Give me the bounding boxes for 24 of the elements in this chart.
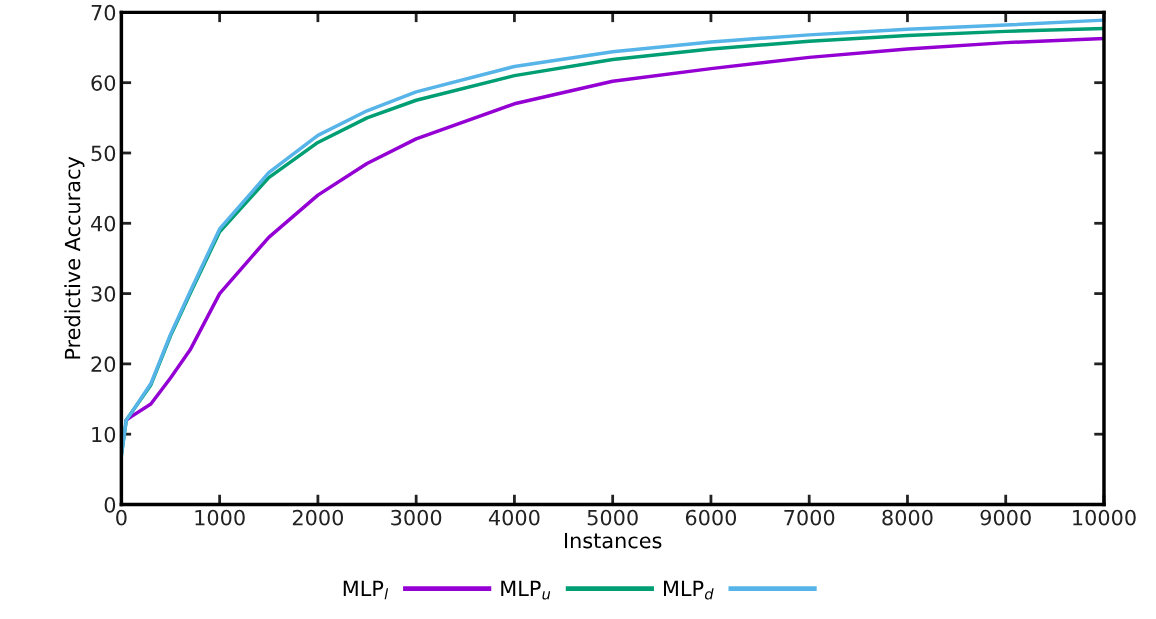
y-tick-label: 20 xyxy=(91,356,116,373)
x-tick-label: 0 xyxy=(116,509,127,526)
y-tick-label: 40 xyxy=(91,215,116,232)
legend-label: MLP$_{l}$ xyxy=(343,580,389,600)
x-axis-title: Instances xyxy=(564,532,662,549)
x-tick-label: 4000 xyxy=(488,509,540,526)
x-tick-label: 7000 xyxy=(784,509,835,526)
y-tick-label: 10 xyxy=(92,426,116,443)
y-tick-label: 60 xyxy=(91,75,116,91)
legend-label: MLP$_{u}$ xyxy=(501,580,551,600)
y-tick-label: 0 xyxy=(104,496,116,513)
x-tick-label: 10000 xyxy=(1073,509,1136,526)
y-tick-label: 70 xyxy=(91,4,116,21)
x-tick-label: 3000 xyxy=(391,509,442,526)
legend-label: MLP$_{d}$ xyxy=(664,580,714,600)
y-axis-title: Predictive Accuracy xyxy=(64,156,85,359)
x-tick-label: 5000 xyxy=(587,509,638,526)
x-tick-label: 8000 xyxy=(882,509,933,526)
y-tick-label: 50 xyxy=(91,145,116,162)
x-tick-label: 1000 xyxy=(195,509,245,526)
x-tick-label: 9000 xyxy=(980,509,1031,526)
x-tick-label: 2000 xyxy=(292,509,344,526)
y-tick-label: 30 xyxy=(91,286,116,302)
x-tick-label: 6000 xyxy=(685,509,737,526)
